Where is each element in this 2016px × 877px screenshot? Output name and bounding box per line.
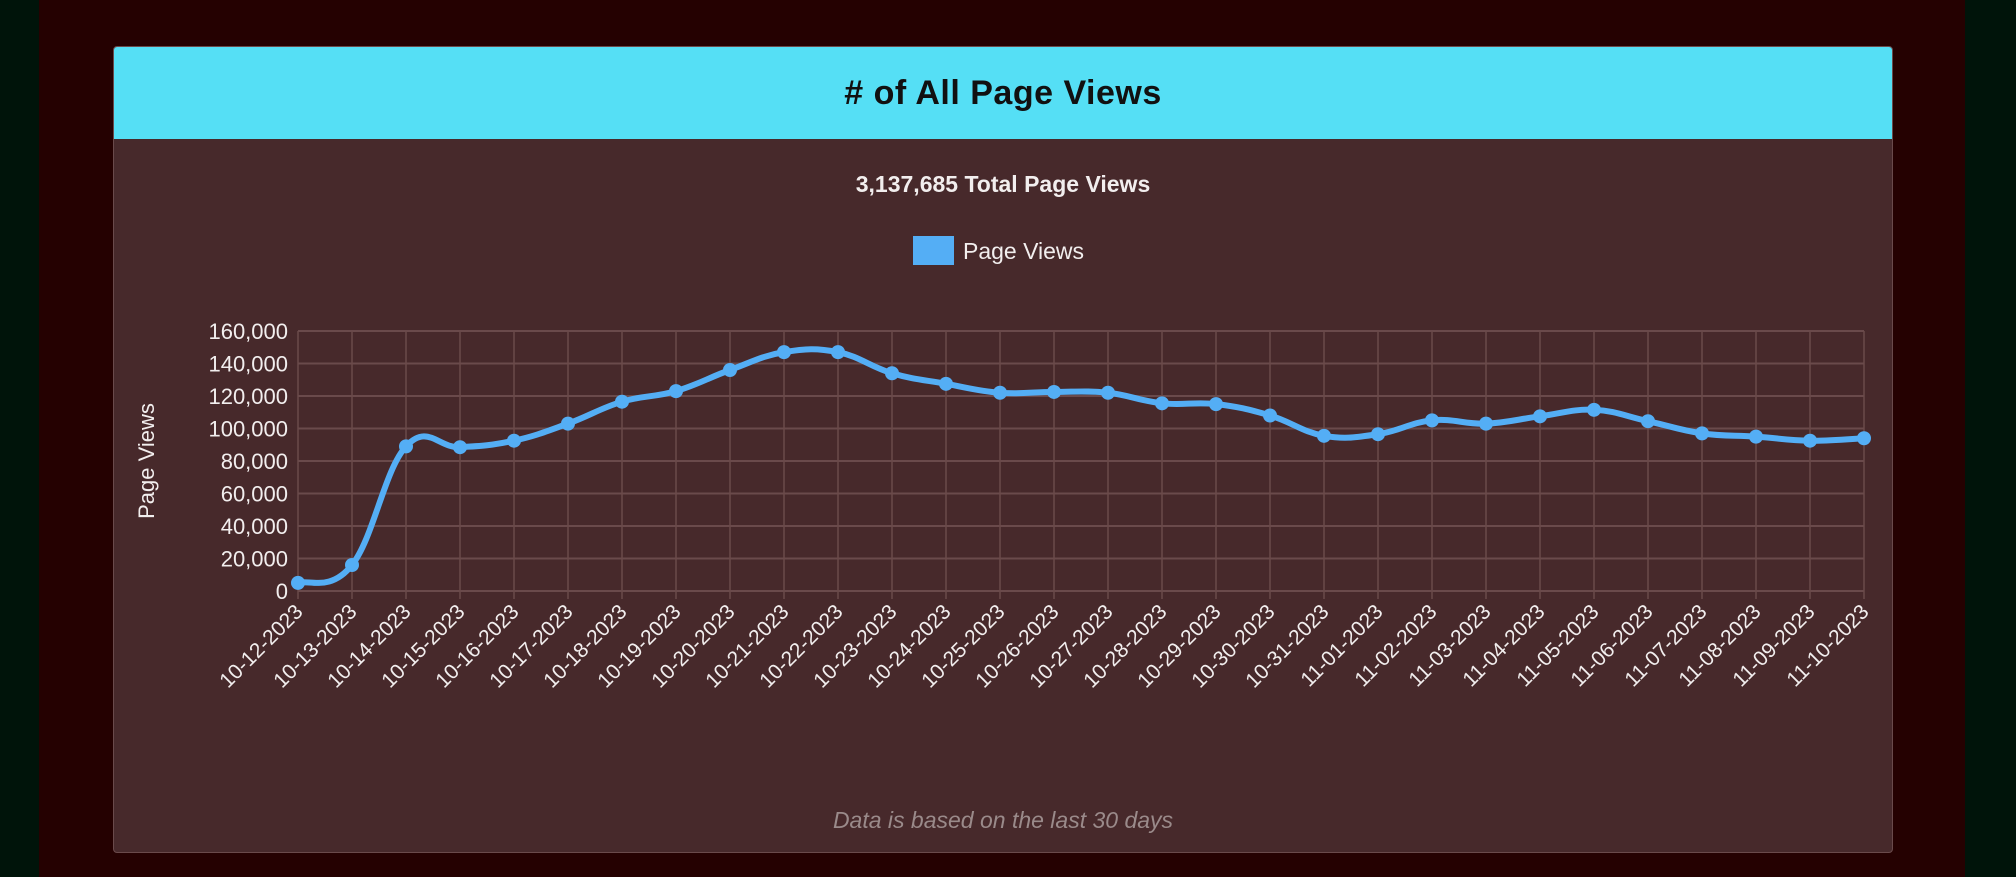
data-point [1209,397,1223,412]
data-point [1047,384,1061,399]
series-line-page-views [297,346,1865,586]
y-tick-label: 80,000 [221,449,288,474]
data-point [399,439,413,454]
data-point [291,575,305,590]
data-point [561,416,575,431]
data-point [669,384,683,399]
data-point [1803,433,1817,448]
data-point [939,376,953,391]
y-tick-label: 20,000 [221,547,288,572]
y-tick-label: 100,000 [208,417,288,442]
y-tick-label: 60,000 [221,482,288,507]
left-edge [0,0,39,877]
data-point [507,433,521,448]
data-point [1479,416,1493,431]
data-point [1749,429,1763,444]
data-point [1425,413,1439,428]
y-tick-label: 160,000 [208,319,288,344]
data-point [1317,428,1331,443]
data-point [453,440,467,455]
footer-note: Data is based on the last 30 days [832,807,1174,833]
data-point [831,345,845,360]
data-point [885,366,899,381]
y-tick-label: 120,000 [208,384,288,409]
card-header: # of All Page Views [114,47,1892,139]
data-point [723,363,737,377]
page-views-card: # of All Page Views 3,137,685 Total Page… [113,46,1893,853]
right-edge [1965,0,2016,877]
legend-label: Page Views [963,238,1084,264]
data-point [1533,409,1547,424]
y-tick-label: 0 [276,579,288,604]
data-point [345,558,359,572]
data-point [1641,414,1655,429]
data-point [1587,402,1601,417]
data-point [1695,426,1709,441]
y-tick-label: 140,000 [208,352,288,377]
data-point [1857,431,1871,446]
y-axis-title: Page Views [134,403,159,519]
data-point [777,345,791,360]
data-point [1101,385,1115,400]
card-title: # of All Page Views [844,73,1162,112]
data-point [993,385,1007,400]
data-point [1371,427,1385,442]
data-point [1155,396,1169,411]
legend-swatch [913,236,954,265]
data-point [1263,408,1277,423]
data-point [615,394,629,409]
y-tick-label: 40,000 [221,514,288,539]
page-views-chart: 3,137,685 Total Page Views Page Views 0 20,… [134,171,1874,692]
chart-subtitle: 3,137,685 Total Page Views [856,171,1151,197]
